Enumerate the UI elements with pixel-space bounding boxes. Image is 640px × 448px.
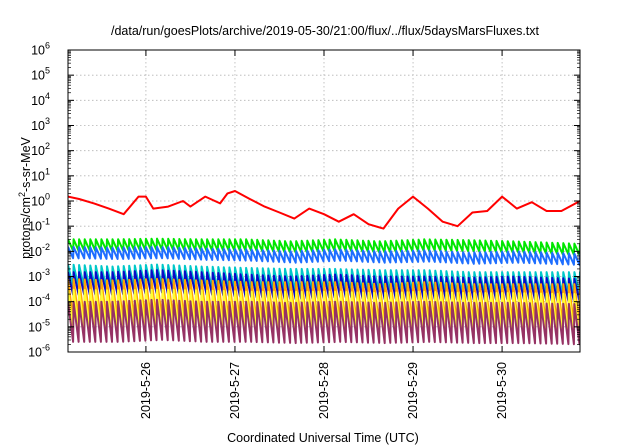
chart-title: /data/run/goesPlots/archive/2019-05-30/2… xyxy=(111,24,540,38)
y-tick-label: 10-2 xyxy=(28,242,50,259)
series-line xyxy=(68,298,580,346)
x-tick-label: 2019-5-29 xyxy=(406,362,420,419)
y-axis-label: protons/cm2-s-sr-MeV xyxy=(17,136,33,258)
y-tick-base: 10 xyxy=(28,270,42,284)
y-tick-label: 101 xyxy=(31,166,50,183)
series-line xyxy=(68,269,580,303)
series-line xyxy=(68,190,580,230)
y-tick-exp: 0 xyxy=(45,192,50,202)
y-tick-exp: 6 xyxy=(45,41,50,51)
y-tick-exp: 1 xyxy=(45,166,50,176)
y-tick-label: 105 xyxy=(31,66,50,83)
x-tick-label: 2019-5-27 xyxy=(228,362,242,419)
y-tick-base: 10 xyxy=(31,44,45,58)
y-tick-base: 10 xyxy=(31,94,45,108)
series-group xyxy=(68,190,580,346)
series-3 xyxy=(68,263,580,296)
y-tick-label: 103 xyxy=(31,116,50,133)
y-tick-label: 10-5 xyxy=(28,317,50,334)
series-line xyxy=(68,245,580,266)
y-tick-label: 10-4 xyxy=(28,292,50,309)
y-tick-label: 106 xyxy=(31,41,50,58)
y-tick-exp: 3 xyxy=(45,116,50,126)
y-tick-base: 10 xyxy=(31,195,45,209)
series-7 xyxy=(68,298,580,346)
y-tick-base: 10 xyxy=(31,69,45,83)
y-tick-base: 10 xyxy=(28,295,42,309)
y-tick-base: 10 xyxy=(31,119,45,133)
y-tick-base: 10 xyxy=(28,245,42,259)
y-tick-label: 10-1 xyxy=(28,217,50,234)
y-tick-labels: 10-610-510-410-310-210-11001011021031041… xyxy=(28,41,50,360)
series-1 xyxy=(68,237,580,256)
y-tick-base: 10 xyxy=(31,144,45,158)
x-tick-label: 2019-5-28 xyxy=(317,362,331,419)
y-tick-label: 102 xyxy=(31,141,50,158)
x-tick-label: 2019-5-26 xyxy=(139,362,153,419)
y-tick-exp: -5 xyxy=(42,317,50,327)
y-tick-base: 10 xyxy=(28,346,42,360)
series-line xyxy=(68,263,580,296)
y-tick-label: 10-6 xyxy=(28,343,50,360)
series-4 xyxy=(68,269,580,303)
y-tick-label: 10-3 xyxy=(28,267,50,284)
y-tick-label: 104 xyxy=(31,91,50,108)
x-tick-labels: 2019-5-26 2019-5-27 2019-5-28 2019-5-29 2019… xyxy=(139,362,509,419)
y-tick-exp: -4 xyxy=(42,292,50,302)
series-line xyxy=(68,277,580,326)
y-tick-exp: 2 xyxy=(45,141,50,151)
y-axis-label-sup: 2 xyxy=(17,192,27,197)
y-tick-base: 10 xyxy=(31,169,45,183)
y-tick-label: 100 xyxy=(31,192,50,209)
series-5 xyxy=(68,277,580,326)
y-tick-exp: 5 xyxy=(45,66,50,76)
y-axis-label-rest: -s-sr-MeV xyxy=(19,136,33,192)
y-axis-label-base: protons/cm xyxy=(19,197,33,259)
x-tick-label: 2019-5-30 xyxy=(495,362,509,419)
x-axis-label: Coordinated Universal Time (UTC) xyxy=(227,431,419,445)
y-tick-exp: 4 xyxy=(45,91,50,101)
series-line xyxy=(68,288,580,336)
y-tick-exp: -3 xyxy=(42,267,50,277)
y-tick-exp: -1 xyxy=(42,217,50,227)
series-0 xyxy=(68,190,580,230)
y-tick-base: 10 xyxy=(28,220,42,234)
y-tick-exp: -6 xyxy=(42,343,50,353)
tick-marks xyxy=(68,49,580,353)
y-tick-base: 10 xyxy=(28,320,42,334)
series-line xyxy=(68,237,580,256)
y-tick-exp: -2 xyxy=(42,242,50,252)
